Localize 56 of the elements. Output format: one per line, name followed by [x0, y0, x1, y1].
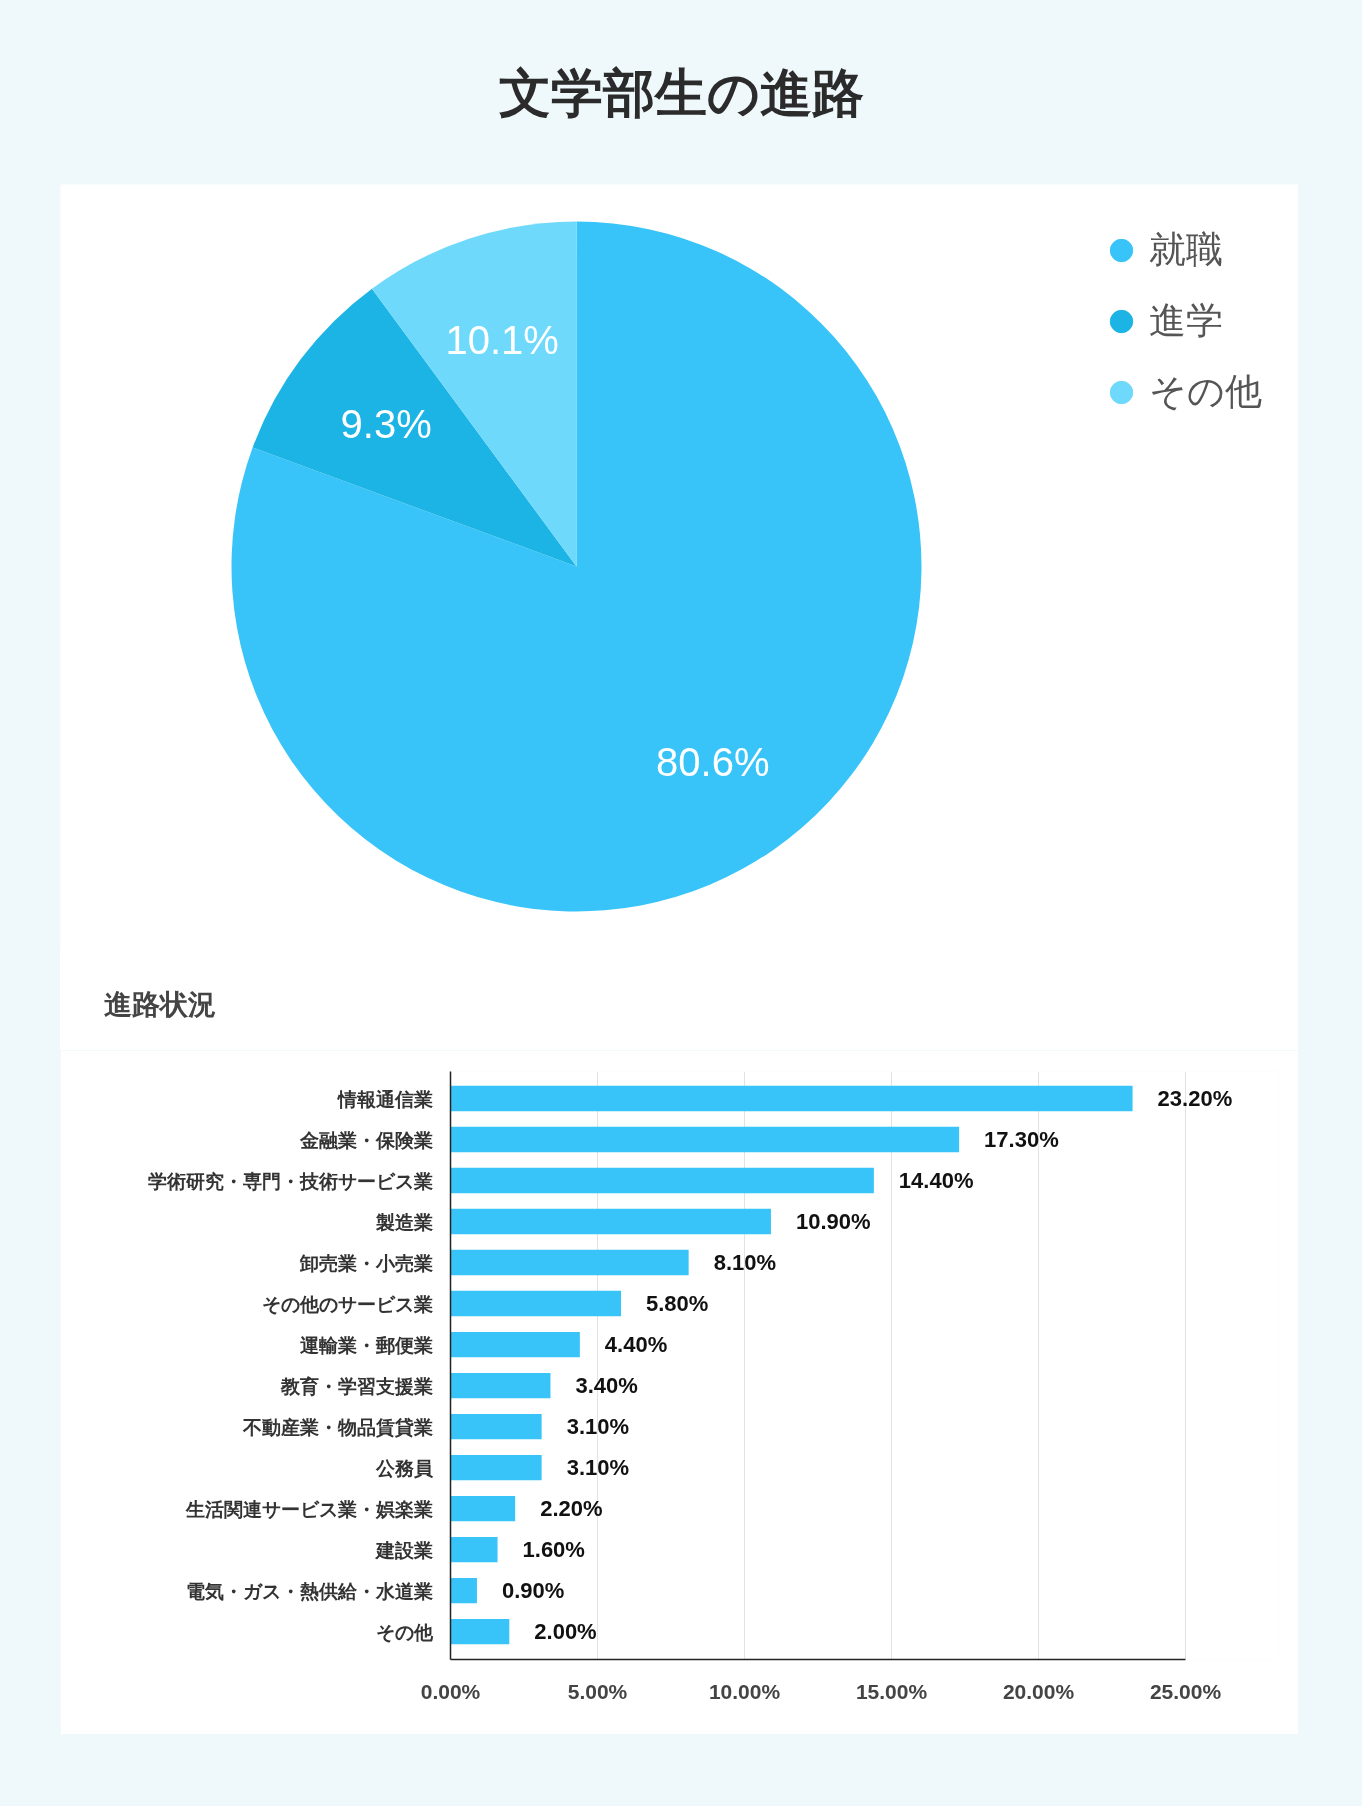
y-tick-label: その他のサービス業 — [261, 1292, 433, 1315]
bar — [450, 1577, 477, 1604]
x-tick-label: 15.00% — [855, 1679, 928, 1703]
data-label: 3.40% — [575, 1373, 638, 1399]
data-label: 14.40% — [898, 1168, 974, 1194]
bar — [450, 1085, 1133, 1112]
y-tick-label: 製造業 — [374, 1210, 433, 1233]
y-tick-label: 生活関連サービス業・娯楽業 — [184, 1497, 433, 1520]
x-tick-label: 0.00% — [420, 1679, 481, 1703]
data-label: 3.10% — [566, 1455, 630, 1481]
data-label: 2.00% — [534, 1619, 597, 1645]
legend-label: その他 — [1149, 369, 1262, 415]
bar — [450, 1126, 960, 1153]
y-tick-label: 建設業 — [373, 1538, 433, 1561]
bar — [450, 1618, 510, 1645]
data-label: 17.30% — [984, 1127, 1059, 1153]
legend-label: 就職 — [1149, 227, 1223, 273]
data-label: 4.40% — [604, 1332, 668, 1358]
data-label: 1.60% — [522, 1537, 585, 1563]
data-label: 5.80% — [646, 1291, 709, 1317]
bar — [450, 1372, 551, 1399]
bar — [450, 1208, 771, 1235]
x-tick-label: 20.00% — [1002, 1679, 1075, 1703]
data-label: 80.6% — [656, 739, 770, 784]
data-label: 2.20% — [540, 1496, 603, 1522]
chart-title: 文学部生の進路 — [0, 0, 1362, 184]
data-label: 10.90% — [795, 1209, 871, 1235]
y-tick-label: 学術研究・専門・技術サービス業 — [147, 1169, 433, 1192]
data-label: 10.1% — [445, 318, 559, 363]
y-tick-label: 不動産業・物品賃貸業 — [241, 1415, 433, 1438]
y-tick-label: 卸売業・小売業 — [298, 1251, 433, 1274]
bar — [450, 1249, 689, 1276]
text: 進路状況 — [60, 950, 1298, 1050]
bar — [450, 1454, 542, 1481]
legend-label: 進学 — [1149, 298, 1223, 344]
y-tick-label: 教育・学習支援業 — [279, 1374, 433, 1397]
x-tick-label: 25.00% — [1149, 1679, 1222, 1703]
data-label: 9.3% — [340, 401, 432, 446]
bar — [450, 1290, 622, 1317]
data-label: 23.20% — [1157, 1086, 1233, 1112]
bar — [450, 1536, 498, 1563]
x-tick-label: 5.00% — [567, 1679, 628, 1703]
bar — [450, 1495, 516, 1522]
x-tick-label: 10.00% — [708, 1679, 781, 1703]
y-tick-label: 公務員 — [374, 1456, 433, 1479]
y-tick-label: 情報通信業 — [336, 1087, 433, 1110]
y-tick-label: その他 — [375, 1620, 434, 1643]
y-tick-label: 電気・ガス・熱供給・水道業 — [185, 1579, 433, 1602]
y-tick-label: 運輸業・郵便業 — [298, 1333, 433, 1356]
y-tick-label: 金融業・保険業 — [298, 1128, 433, 1151]
data-label: 8.10% — [713, 1250, 777, 1276]
data-label: 3.10% — [566, 1414, 630, 1440]
data-label: 0.90% — [501, 1578, 565, 1604]
bar — [450, 1167, 874, 1194]
bar — [450, 1413, 542, 1440]
bar — [450, 1331, 580, 1358]
